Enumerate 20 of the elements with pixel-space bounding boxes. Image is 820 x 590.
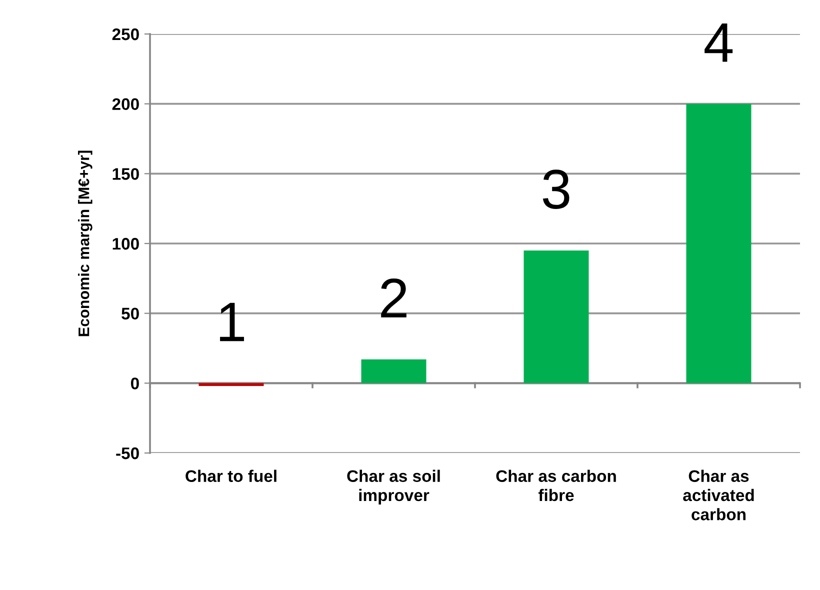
bar — [524, 250, 589, 384]
x-tick-label: Char as carbon fibre — [496, 470, 616, 502]
annotation: 3 — [542, 170, 570, 209]
y-axis-title: Economic margin [M€+yr] — [78, 150, 92, 336]
bar — [198, 383, 264, 386]
y-tick-label: 50 — [122, 308, 139, 320]
bar — [686, 104, 752, 384]
annotation: 1 — [220, 302, 244, 342]
y-tick-label: 250 — [112, 28, 139, 40]
y-tick-label: 200 — [112, 98, 139, 110]
x-tick-label: Char as activated carbon — [683, 470, 754, 520]
y-tick-label: -50 — [116, 447, 139, 460]
annotation: 2 — [381, 278, 406, 318]
x-tick-label: Char as soil improver — [347, 470, 440, 504]
annotation: 4 — [704, 24, 733, 62]
bar — [361, 359, 426, 384]
y-tick-label: 0 — [130, 378, 139, 390]
x-tick-label: Char to fuel — [186, 470, 276, 482]
y-tick-label: 100 — [112, 238, 139, 250]
y-tick-label: 150 — [112, 168, 139, 180]
